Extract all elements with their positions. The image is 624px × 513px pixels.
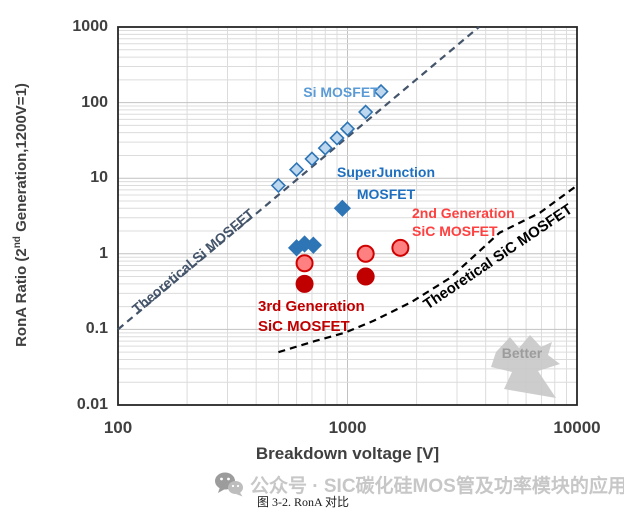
point-2nd-generation-sic-mosfet (391, 238, 410, 257)
point-si-mosfet (288, 161, 305, 178)
y-tick-1: 1 (99, 244, 108, 262)
annotation-superjunction-line2: MOSFET (356, 186, 416, 202)
point-si-mosfet (358, 104, 374, 120)
y-tick-100: 100 (81, 93, 108, 111)
point-3rd-generation-sic-mosfet (356, 267, 375, 286)
annotation-superjunction-line1: SuperJunction (336, 164, 435, 180)
y-axis-title: RonA Ratio (2nd Generation,1200V=1) (12, 83, 30, 347)
wechat-icon (215, 472, 243, 497)
annotation-2nd-gen-line1: 2nd Generation (412, 205, 515, 221)
x-axis-title: Breakdown voltage [V] (255, 444, 440, 463)
annotation-si-mosfet: Si MOSFET (303, 84, 379, 100)
y-axis-title-superscript: nd (12, 236, 23, 249)
figure-caption: 图 3-2. RonA 对比 (256, 495, 349, 509)
y-tick-0.01: 0.01 (76, 396, 108, 413)
point-superjunction-mosfet (304, 236, 322, 254)
plot-border (117, 26, 578, 406)
better-label: Better (501, 345, 543, 361)
line-theoretical-si-mosfet (117, 26, 480, 331)
annotation-3rd-gen-line2: SiC MOSFET (258, 318, 350, 335)
point-2nd-generation-sic-mosfet (295, 254, 314, 273)
better-arrow (491, 335, 560, 398)
annotation-3rd-gen-line1: 3rd Generation (258, 298, 365, 315)
y-tick-0.1: 0.1 (85, 320, 108, 338)
watermark-text: 公众号 · SIC碳化硅MOS管及功率模块的应用 (250, 475, 624, 497)
point-si-mosfet (304, 151, 320, 167)
x-tick-1000: 1000 (328, 418, 367, 437)
point-si-mosfet (270, 177, 287, 194)
point-superjunction-mosfet (333, 199, 352, 217)
x-tick-100: 100 (103, 418, 133, 437)
annotation-2nd-gen-line2: SiC MOSFET (412, 223, 498, 239)
annotation-superjunction-mosfet: SuperJunction MOSFET (328, 161, 444, 205)
x-tick-10000: 10000 (553, 418, 601, 437)
y-tick-10: 10 (90, 169, 108, 187)
point-2nd-generation-sic-mosfet (356, 244, 375, 263)
point-si-mosfet (339, 121, 356, 137)
line-theoretical-sic-mosfet (278, 184, 578, 354)
point-si-mosfet (329, 130, 345, 146)
annotation-2nd-gen-sic-mosfet: 2nd Generation SiC MOSFET (412, 204, 515, 240)
watermark: 公众号 · SIC碳化硅MOS管及功率模块的应用 (214, 470, 624, 498)
point-si-mosfet (317, 140, 333, 156)
annotation-3rd-gen-sic-mosfet: 3rd Generation SiC MOSFET (258, 297, 365, 337)
point-3rd-generation-sic-mosfet (295, 274, 314, 293)
point-si-mosfet (373, 83, 389, 100)
y-tick-1000: 1000 (72, 18, 108, 35)
